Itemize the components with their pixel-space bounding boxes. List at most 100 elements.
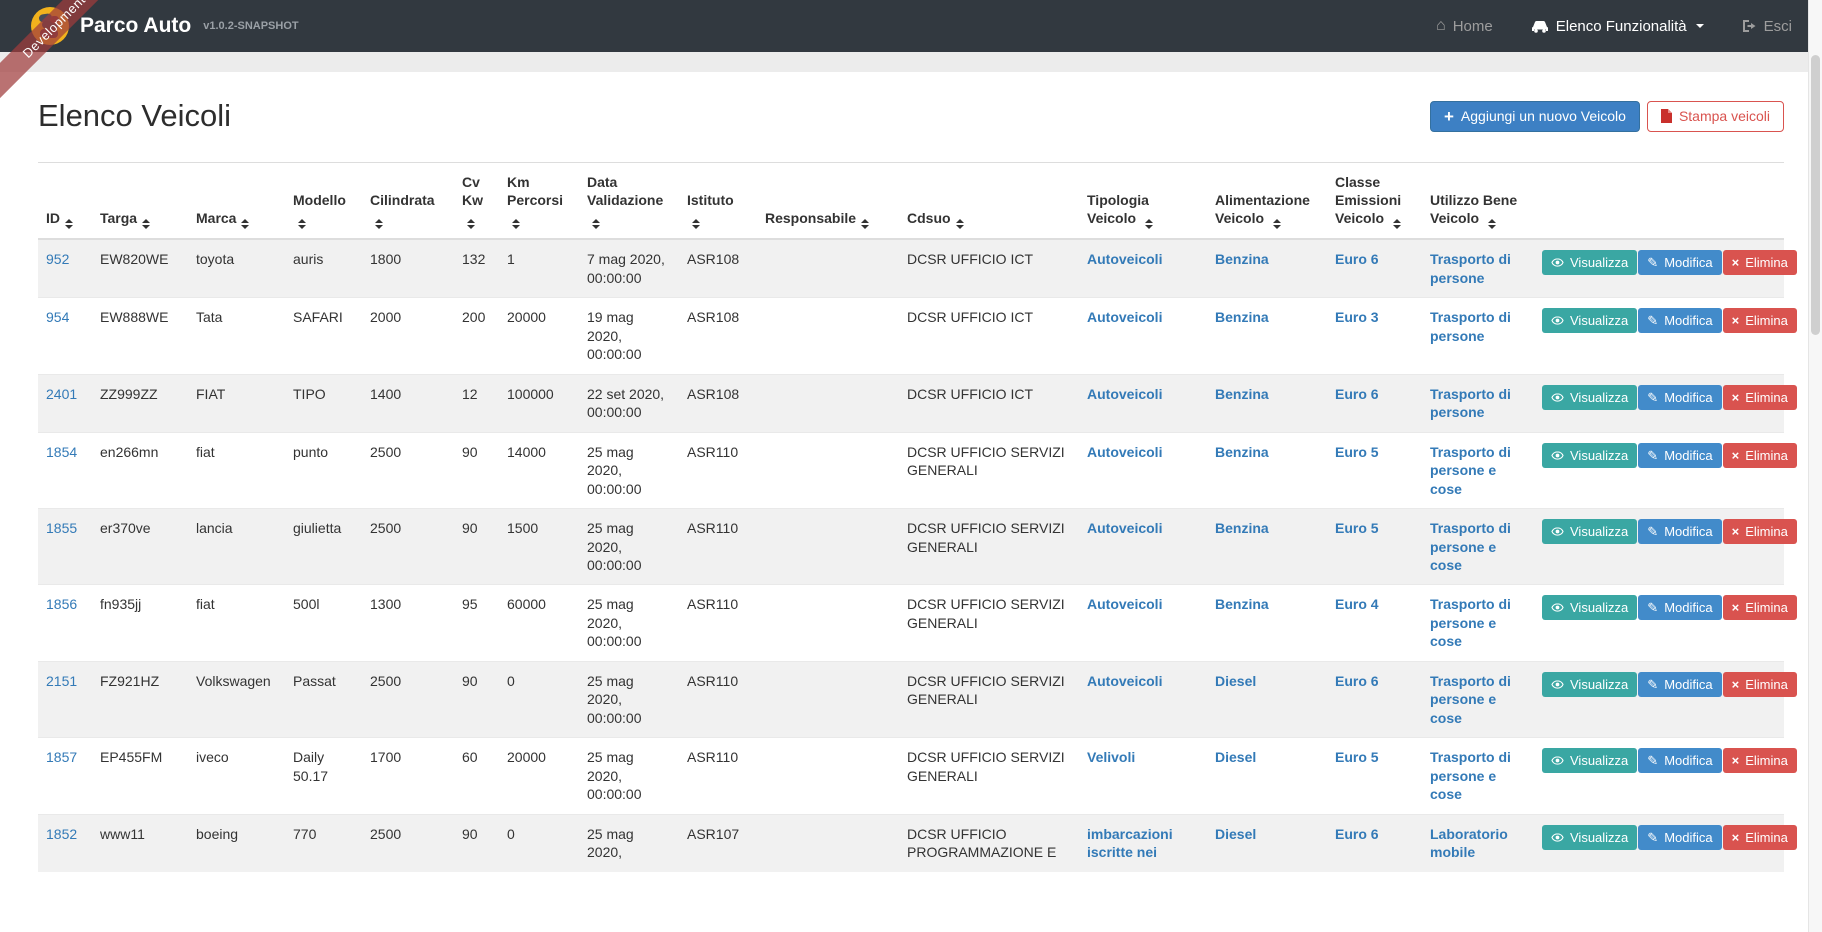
alimentazione-link[interactable]: Diesel [1215,749,1257,766]
tipologia-link[interactable]: Autoveicoli [1087,672,1163,689]
utilizzo-bene-link[interactable]: Trasporto di persone e cose [1430,672,1511,726]
sort-icon[interactable] [142,219,151,230]
sort-icon[interactable] [375,219,383,230]
classe-emissioni-link[interactable]: Euro 5 [1335,749,1379,766]
sort-icon[interactable] [467,219,475,230]
sort-icon[interactable] [1487,219,1496,230]
utilizzo-bene-link[interactable]: Trasporto di persone [1430,251,1511,286]
classe-emissioni-link[interactable]: Euro 5 [1335,443,1379,460]
edit-button[interactable]: ✎ Modifica [1638,748,1722,774]
view-button[interactable]: Visualizza [1542,442,1638,468]
sort-icon[interactable] [861,219,870,230]
edit-button[interactable]: ✎ Modifica [1638,308,1722,334]
vehicle-id-link[interactable]: 2401 [46,385,78,402]
alimentazione-link[interactable]: Benzina [1215,309,1269,326]
classe-emissioni-link[interactable]: Euro 6 [1335,825,1379,842]
tipologia-link[interactable]: Autoveicoli [1087,520,1163,537]
col-header-modello[interactable]: Modello [285,162,362,241]
scrollbar-thumb[interactable] [1811,55,1820,335]
alimentazione-link[interactable]: Benzina [1215,385,1269,402]
vehicle-id-link[interactable]: 1852 [46,825,78,842]
delete-button[interactable]: × Elimina [1722,384,1797,410]
delete-button[interactable]: × Elimina [1722,595,1797,621]
col-header-cilindrata[interactable]: Cilindrata [362,162,454,241]
utilizzo-bene-link[interactable]: Trasporto di persone e cose [1430,749,1511,803]
vehicle-id-link[interactable]: 1855 [46,520,78,537]
sort-icon[interactable] [592,219,600,230]
print-vehicles-button[interactable]: Stampa veicoli [1646,100,1784,132]
classe-emissioni-link[interactable]: Euro 6 [1335,385,1379,402]
delete-button[interactable]: × Elimina [1722,250,1797,276]
sort-icon[interactable] [692,219,700,230]
classe-emissioni-link[interactable]: Euro 5 [1335,520,1379,537]
alimentazione-link[interactable]: Benzina [1215,596,1269,613]
view-button[interactable]: Visualizza [1542,824,1638,850]
view-button[interactable]: Visualizza [1542,671,1638,697]
alimentazione-link[interactable]: Benzina [1215,443,1269,460]
col-header-targa[interactable]: Targa [92,162,188,241]
delete-button[interactable]: × Elimina [1722,824,1797,850]
sort-icon[interactable] [1144,219,1153,230]
sort-icon[interactable] [1272,219,1281,230]
vehicle-id-link[interactable]: 1856 [46,596,78,613]
vehicle-id-link[interactable]: 2151 [46,672,78,689]
view-button[interactable]: Visualizza [1542,250,1638,276]
delete-button[interactable]: × Elimina [1722,671,1797,697]
vertical-scrollbar[interactable] [1808,0,1822,932]
utilizzo-bene-link[interactable]: Trasporto di persone e cose [1430,596,1511,650]
classe-emissioni-link[interactable]: Euro 6 [1335,672,1379,689]
col-header-utilizzo-bene[interactable]: Utilizzo Bene Veicolo [1422,162,1534,241]
alimentazione-link[interactable]: Benzina [1215,520,1269,537]
tipologia-link[interactable]: Autoveicoli [1087,309,1163,326]
sort-icon[interactable] [241,219,250,230]
col-header-km-percorsi[interactable]: Km Percorsi [499,162,579,241]
col-header-tipologia[interactable]: Tipologia Veicolo [1079,162,1207,241]
tipologia-link[interactable]: Velivoli [1087,749,1136,766]
alimentazione-link[interactable]: Benzina [1215,251,1269,268]
col-header-data-validazione[interactable]: Data Validazione [579,162,679,241]
delete-button[interactable]: × Elimina [1722,748,1797,774]
delete-button[interactable]: × Elimina [1722,519,1797,545]
alimentazione-link[interactable]: Diesel [1215,825,1257,842]
tipologia-link[interactable]: Autoveicoli [1087,385,1163,402]
nav-logout[interactable]: Esci [1742,18,1792,35]
edit-button[interactable]: ✎ Modifica [1638,442,1722,468]
add-vehicle-button[interactable]: + Aggiungi un nuovo Veicolo [1429,100,1640,132]
col-header-cdsuo[interactable]: Cdsuo [899,162,1079,241]
delete-button[interactable]: × Elimina [1722,442,1797,468]
view-button[interactable]: Visualizza [1542,748,1638,774]
classe-emissioni-link[interactable]: Euro 6 [1335,251,1379,268]
col-header-cv-kw[interactable]: Cv Kw [454,162,499,241]
utilizzo-bene-link[interactable]: Trasporto di persone e cose [1430,520,1511,573]
sort-icon[interactable] [512,219,520,230]
view-button[interactable]: Visualizza [1542,384,1638,410]
utilizzo-bene-link[interactable]: Trasporto di persone [1430,385,1511,421]
col-header-responsabile[interactable]: Responsabile [757,162,899,241]
tipologia-link[interactable]: Autoveicoli [1087,596,1163,613]
vehicle-id-link[interactable]: 1857 [46,749,78,766]
view-button[interactable]: Visualizza [1542,308,1638,334]
edit-button[interactable]: ✎ Modifica [1638,595,1722,621]
sort-icon[interactable] [1392,219,1401,230]
alimentazione-link[interactable]: Diesel [1215,672,1257,689]
col-header-istituto[interactable]: Istituto [679,162,757,241]
view-button[interactable]: Visualizza [1542,519,1638,545]
nav-home[interactable]: ⌂ Home [1436,18,1493,35]
vehicle-id-link[interactable]: 952 [46,251,70,268]
col-header-id[interactable]: ID [38,162,92,241]
sort-icon[interactable] [298,219,306,230]
sort-icon[interactable] [955,219,964,230]
utilizzo-bene-link[interactable]: Trasporto di persone e cose [1430,443,1511,497]
classe-emissioni-link[interactable]: Euro 4 [1335,596,1379,613]
edit-button[interactable]: ✎ Modifica [1638,250,1722,276]
col-header-marca[interactable]: Marca [188,162,285,241]
delete-button[interactable]: × Elimina [1722,308,1797,334]
tipologia-link[interactable]: Autoveicoli [1087,443,1163,460]
utilizzo-bene-link[interactable]: Laboratorio mobile [1430,825,1508,861]
edit-button[interactable]: ✎ Modifica [1638,519,1722,545]
utilizzo-bene-link[interactable]: Trasporto di persone [1430,309,1511,344]
vehicle-id-link[interactable]: 954 [46,309,70,326]
edit-button[interactable]: ✎ Modifica [1638,824,1722,850]
nav-features-dropdown[interactable]: Elenco Funzionalità [1531,18,1704,35]
col-header-classe-emissioni[interactable]: Classe Emissioni Veicolo [1327,162,1422,241]
